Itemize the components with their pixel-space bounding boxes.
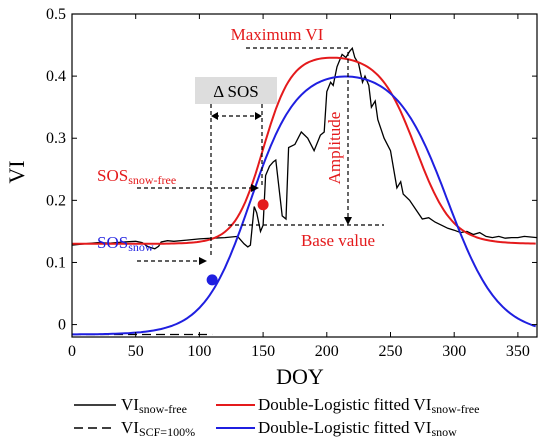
y-tick-label: 0.5 [46, 6, 66, 23]
y-tick-label: 0 [58, 317, 66, 334]
y-tick-label: 0.2 [46, 192, 66, 209]
delta-sos-arrowhead-left [211, 112, 218, 120]
sos-snowfree-arrowhead [251, 184, 259, 192]
sos-snow-arrowhead [199, 257, 207, 265]
x-tick-label: 100 [187, 343, 211, 360]
legend-dl-snowfree: Double-Logistic fitted VIsnow-free [258, 395, 479, 416]
x-axis-label: DOY [276, 364, 324, 389]
y-tick-label: 0.4 [46, 68, 66, 85]
legend-dl-snow: Double-Logistic fitted VIsnow [258, 418, 457, 439]
annotation-sos-snowfree: SOSsnow-free [97, 166, 176, 187]
plot-area [72, 46, 537, 336]
x-tick-label: 300 [442, 343, 466, 360]
series-line-3 [72, 56, 536, 245]
amplitude-arrowhead [344, 217, 352, 225]
sos-point-1 [257, 199, 269, 211]
annotation-maximum-vi: Maximum VI [231, 25, 324, 44]
x-tick-label: 50 [128, 343, 144, 360]
plot-frame [71, 13, 538, 338]
x-tick-label: 350 [506, 343, 530, 360]
x-tick-label: 0 [68, 343, 76, 360]
series-line-4 [72, 75, 537, 336]
y-tick-label: 0.1 [46, 254, 66, 271]
x-tick-label: 150 [251, 343, 275, 360]
delta-sos-box [195, 77, 277, 104]
annotation-base-value: Base value [301, 231, 375, 250]
axes: 0 50 100 150 200 250 300 350 0 0.1 0.2 0.3 0.4 0.5 [46, 6, 538, 360]
delta-sos-arrowhead-right [255, 112, 262, 120]
y-axis-label: VI [4, 160, 29, 183]
series-line-1 [72, 46, 537, 250]
annotation-layer: Maximum VI Δ SOS Amplitude Base value SO… [97, 25, 384, 265]
y-tick-label: 0.3 [46, 130, 66, 147]
x-tick-label: 250 [378, 343, 402, 360]
legend: VIsnow-free Double-Logistic fitted VIsno… [74, 395, 479, 439]
legend-vi-scf: VISCF=100% [121, 418, 195, 439]
sos-point-2 [206, 274, 218, 286]
annotation-delta-sos: Δ SOS [213, 82, 258, 101]
x-tick-label: 200 [315, 343, 339, 360]
annotation-amplitude: Amplitude [325, 112, 344, 185]
annotation-sos-snow: SOSsnow [97, 233, 154, 254]
series-group [72, 46, 537, 336]
legend-vi-snowfree: VIsnow-free [121, 395, 187, 416]
